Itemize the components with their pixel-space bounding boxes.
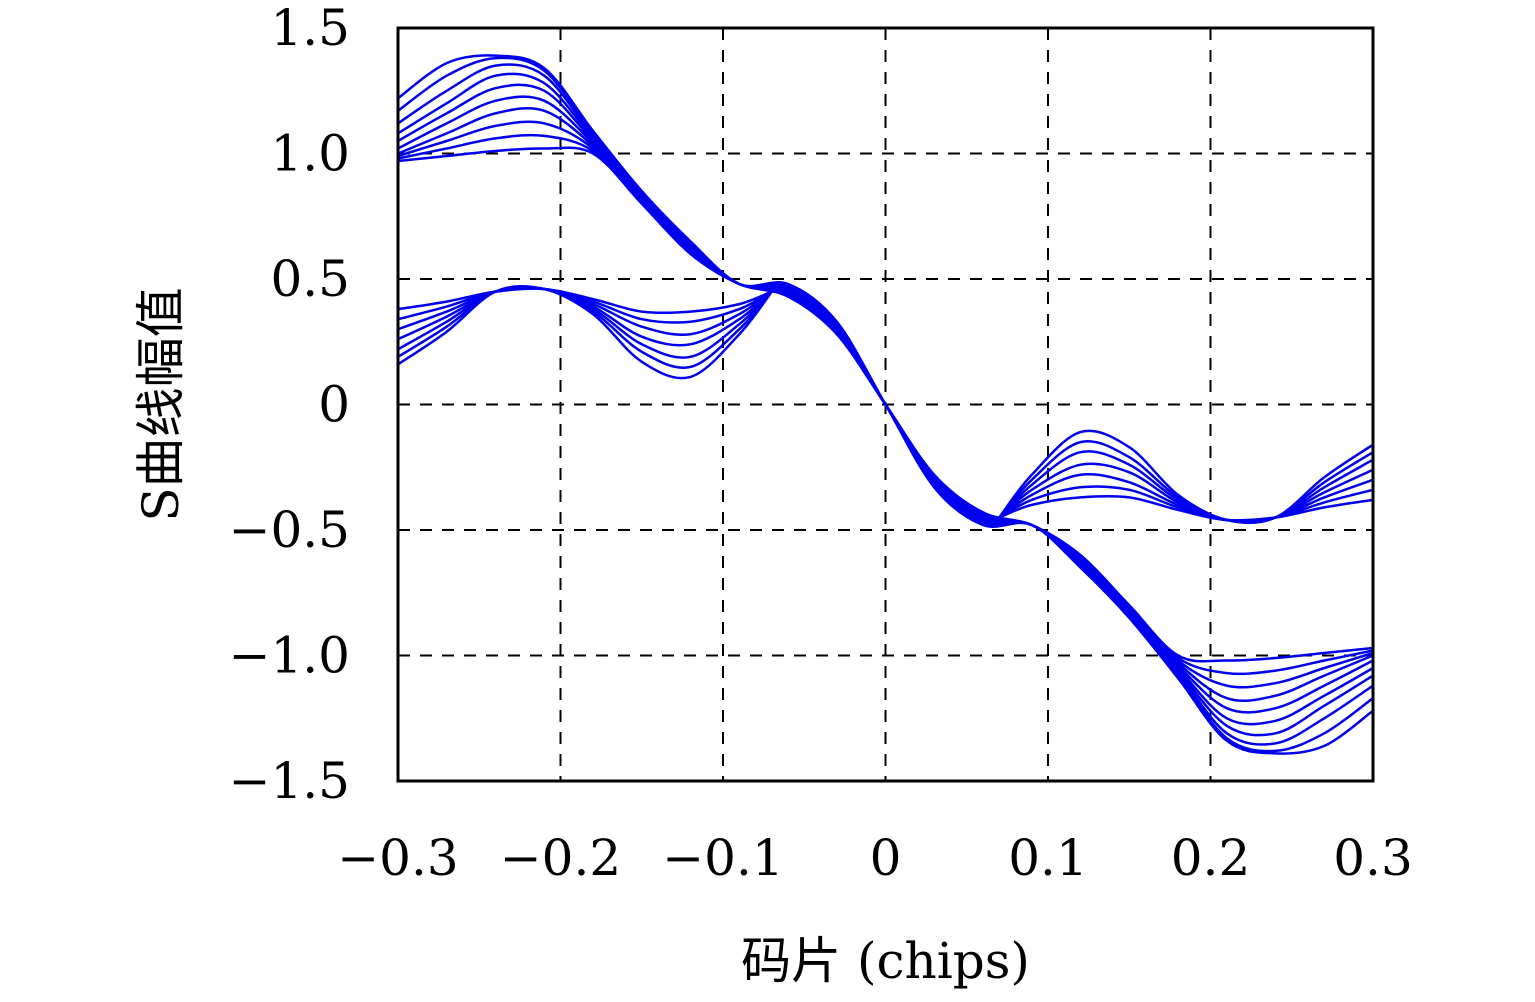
y-tick-label: 0.5 <box>270 250 350 308</box>
y-tick-label: 1.5 <box>270 0 350 57</box>
x-tick-label: 0 <box>870 829 902 887</box>
y-tick-labels: 1.5 1.0 0.5 0 −0.5 −1.0 −1.5 <box>229 0 350 810</box>
x-tick-label: −0.3 <box>337 829 458 887</box>
s-curve-branch-line <box>397 287 773 324</box>
s-curve-branch-line <box>998 485 1374 522</box>
x-tick-label: 0.3 <box>1333 829 1413 887</box>
s-curve-branch-line <box>397 285 773 369</box>
s-curve-branch-line <box>998 429 1374 525</box>
s-curve-branch-line <box>397 287 773 315</box>
plot-frame <box>396 26 1375 783</box>
x-axis-label: 码片 (chips) <box>741 932 1030 990</box>
x-tick-labels: −0.3 −0.2 −0.1 0 0.1 0.2 0.3 <box>337 829 1412 887</box>
s-curve-branch-line <box>998 440 1374 524</box>
s-curve-branch-line <box>397 284 773 380</box>
s-curve-branch-line <box>397 286 773 347</box>
s-curve-branch-line <box>998 450 1374 524</box>
s-curve-branch-line <box>998 473 1374 523</box>
s-curve-line <box>397 54 1374 755</box>
y-tick-label: −1.5 <box>229 752 350 810</box>
x-tick-label: −0.2 <box>500 829 621 887</box>
s-curve-branch-line <box>397 285 773 359</box>
y-tick-label: −0.5 <box>229 501 350 559</box>
s-curve-branch-line <box>397 286 773 336</box>
y-axis-label: S曲线幅值 <box>132 287 190 521</box>
series-group <box>397 54 1374 755</box>
x-tick-label: −0.1 <box>662 829 783 887</box>
x-tick-label: 0.2 <box>1171 829 1251 887</box>
s-curve-branch-line <box>998 494 1374 522</box>
y-tick-label: 0 <box>318 376 350 434</box>
s-curve-branch-line <box>998 462 1374 523</box>
y-tick-label: 1.0 <box>270 125 350 183</box>
y-tick-label: −1.0 <box>229 627 350 685</box>
x-tick-label: 0.1 <box>1008 829 1088 887</box>
